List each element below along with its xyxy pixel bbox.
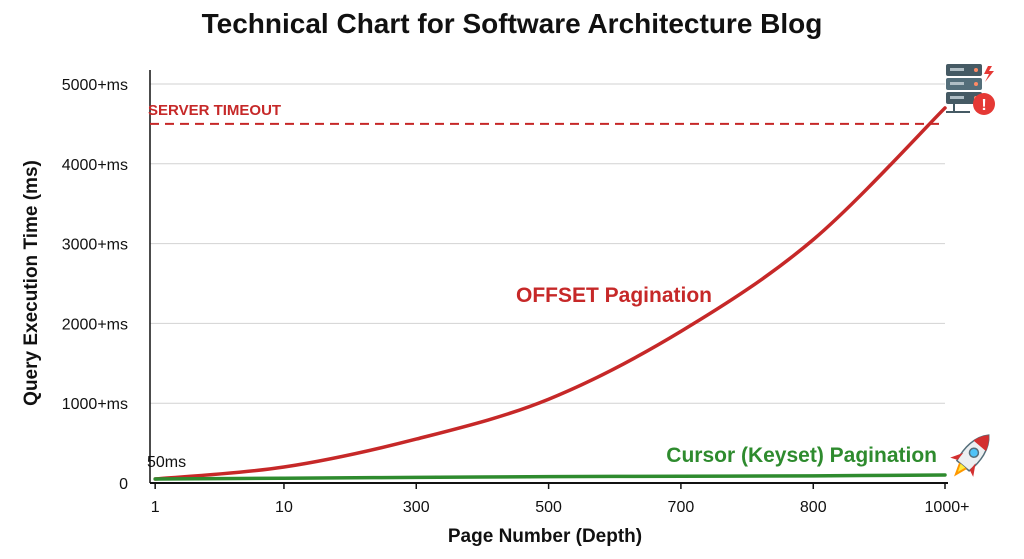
y-tick-label: 5000+ms [62,77,128,94]
svg-text:!: ! [981,97,986,114]
server-alert-icon: ! [946,64,995,115]
series-label: Cursor (Keyset) Pagination [666,444,937,467]
series-line-cursor [153,473,947,481]
threshold: SERVER TIMEOUT [148,102,945,125]
x-tick-label: 800 [800,499,827,516]
x-tick-label: 1000+ [925,499,970,516]
y-tick-labels: 0 1000+ms 2000+ms 3000+ms 4000+ms 5000+ms [62,77,128,493]
rocket-icon [950,434,990,477]
grid-lines [150,83,945,404]
y-axis-title: Query Execution Time (ms) [21,160,42,406]
start-value-annotation: 50ms [147,454,186,471]
x-tick-label: 700 [668,499,695,516]
x-tick-labels: 1 10 300 500 700 800 1000+ [151,483,970,516]
y-tick-label: 2000+ms [62,316,128,333]
x-tick-label: 1 [151,499,160,516]
y-tick-label: 0 [119,476,128,493]
y-tick-label: 4000+ms [62,157,128,174]
y-tick-label: 3000+ms [62,237,128,254]
series-lines [153,106,947,481]
axes [149,70,948,484]
timeout-label: SERVER TIMEOUT [148,102,281,119]
chart-title: Technical Chart for Software Architectur… [201,8,823,39]
x-tick-label: 300 [403,499,430,516]
series-label: OFFSET Pagination [516,284,712,307]
x-tick-label: 500 [535,499,562,516]
y-tick-label: 1000+ms [62,396,128,413]
x-axis-title: Page Number (Depth) [448,526,642,547]
annotations: OFFSET Pagination Cursor (Keyset) Paginat… [147,284,937,471]
x-tick-label: 10 [275,499,293,516]
